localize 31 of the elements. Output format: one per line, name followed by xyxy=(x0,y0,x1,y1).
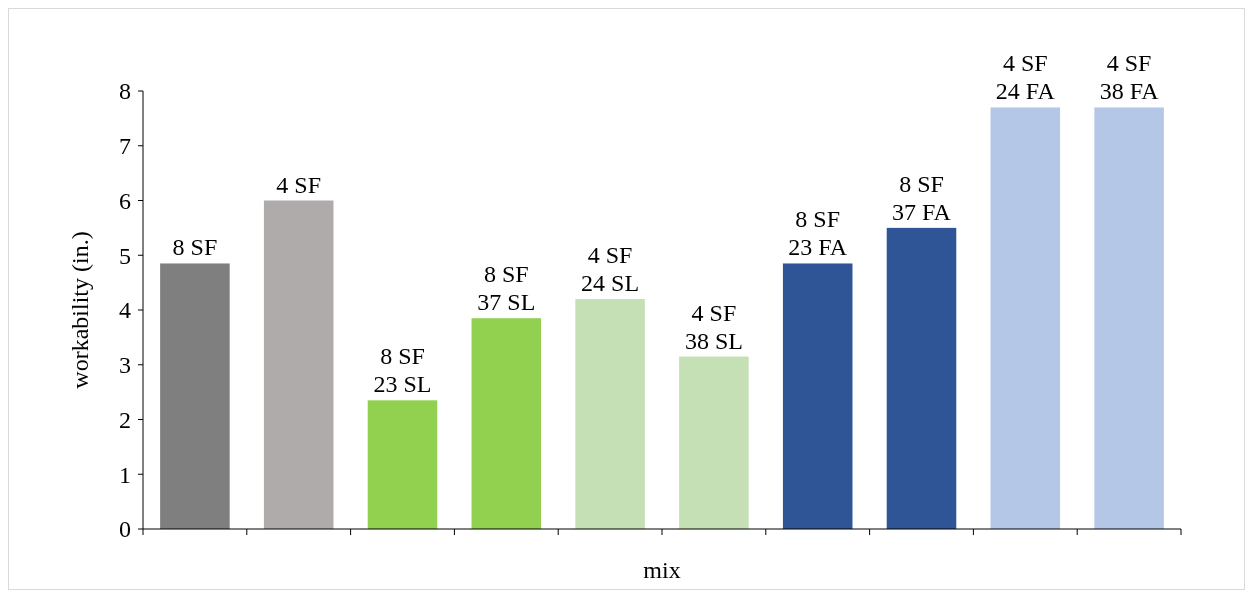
bar xyxy=(160,263,230,529)
bar xyxy=(679,356,749,529)
x-tick-label: 8 SF 23 SL xyxy=(373,343,432,398)
y-tick-label: 2 xyxy=(119,406,131,433)
x-tick-label: 8 SF 23 FA xyxy=(788,206,848,261)
bar xyxy=(990,107,1061,529)
x-tick-label: 4 SF 38 FA xyxy=(1099,50,1160,105)
y-axis-title: workability (in.) xyxy=(67,231,93,389)
bar xyxy=(782,263,853,529)
y-tick-label: 8 xyxy=(119,78,131,105)
y-tick-label: 5 xyxy=(119,242,131,269)
x-tick-label: 4 SF xyxy=(276,171,322,198)
y-tick-label: 1 xyxy=(119,461,131,488)
x-tick-label: 8 SF 37 FA xyxy=(892,170,952,225)
x-tick-label: 8 SF xyxy=(172,234,218,261)
bar xyxy=(1094,107,1164,529)
x-axis-title: mix xyxy=(643,557,681,583)
x-tick-label: 4 SF 38 SL xyxy=(684,299,743,354)
x-tick-label: 4 SF 24 SL xyxy=(581,242,640,297)
bar xyxy=(575,299,645,529)
y-tick-label: 0 xyxy=(119,516,131,543)
bar xyxy=(886,227,957,529)
y-tick-label: 3 xyxy=(119,352,131,379)
bar xyxy=(263,200,334,529)
y-tick-label: 4 xyxy=(119,297,131,324)
x-tick-label: 4 SF 24 FA xyxy=(995,50,1056,105)
x-tick-label: 8 SF 37 SL xyxy=(477,261,536,316)
y-tick-label: 6 xyxy=(119,187,131,214)
bar xyxy=(471,318,542,529)
y-tick-label: 7 xyxy=(119,133,131,160)
bar xyxy=(367,400,438,529)
